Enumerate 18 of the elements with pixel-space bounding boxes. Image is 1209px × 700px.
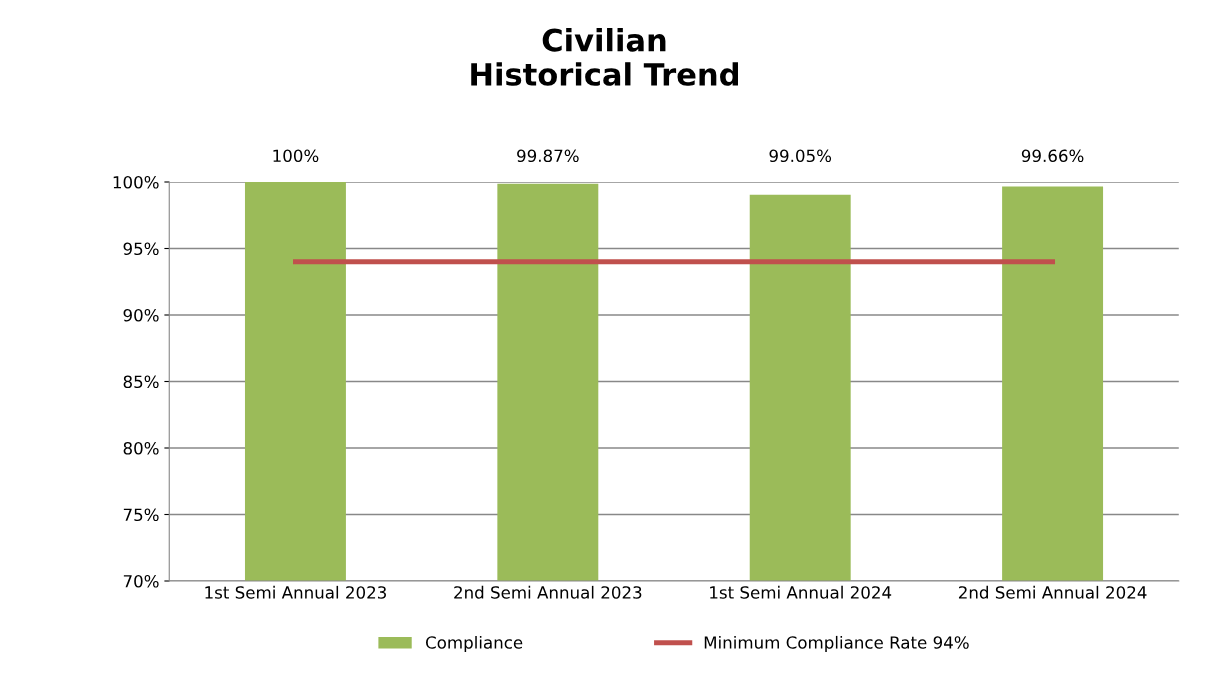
- data-label: 99.05%: [769, 149, 832, 163]
- y-tick-label: 80%: [123, 441, 159, 455]
- y-tick-label: 85%: [123, 375, 159, 389]
- x-tick-label: 2nd Semi Annual 2024: [958, 585, 1147, 599]
- legend-label: Compliance: [425, 635, 523, 653]
- y-tick-label: 70%: [123, 574, 159, 588]
- chart-title: Civilian Historical Trend: [471, 28, 738, 86]
- y-tick-label: 100%: [113, 175, 159, 189]
- y-tick-label: 95%: [123, 242, 159, 256]
- x-tick-label: 1st Semi Annual 2024: [710, 585, 892, 599]
- x-tick-label: 2nd Semi Annual 2023: [454, 585, 642, 599]
- y-tick-label: 75%: [123, 508, 159, 522]
- data-label: 99.66%: [1021, 149, 1084, 163]
- data-label: 99.87%: [517, 149, 579, 163]
- x-tick-label: 1st Semi Annual 2023: [205, 585, 386, 599]
- data-label: 100%: [273, 149, 319, 163]
- legend-label: Minimum Compliance Rate 94%: [704, 635, 969, 653]
- y-tick-label: 90%: [123, 308, 159, 322]
